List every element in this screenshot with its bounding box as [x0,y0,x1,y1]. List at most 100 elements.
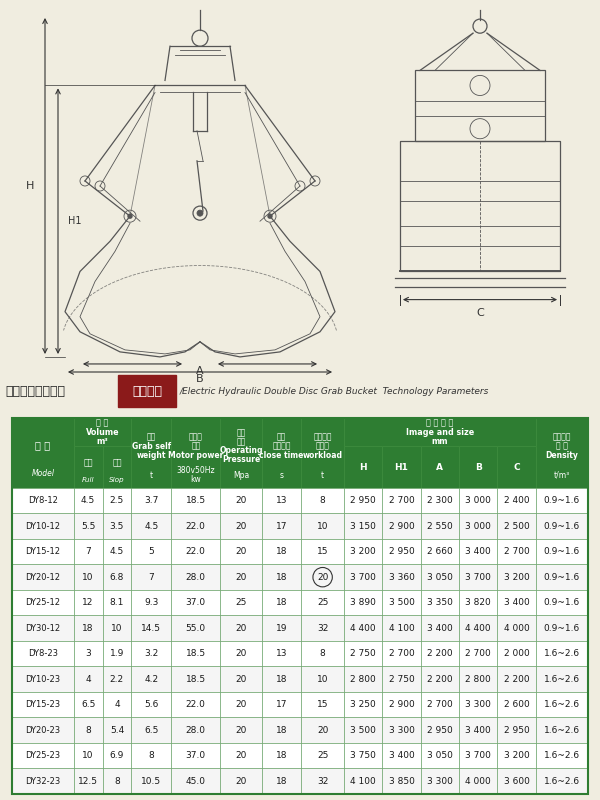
Bar [344,641,382,666]
Text: t: t [321,471,324,480]
Text: 20: 20 [235,547,247,556]
Bar [12,769,74,794]
Bar [74,539,103,565]
Text: 380v50Hz
kw: 380v50Hz kw [176,466,215,484]
Bar [301,488,344,514]
Text: 1.6~2.6: 1.6~2.6 [544,751,580,760]
Bar [262,590,301,615]
Bar [103,514,131,539]
Text: 2 500: 2 500 [504,522,530,530]
Text: 2 300: 2 300 [427,496,453,505]
Bar [12,641,74,666]
Text: 7: 7 [85,547,91,556]
Text: A: A [436,462,443,471]
Text: 3 000: 3 000 [466,496,491,505]
Text: 4 000: 4 000 [504,624,530,633]
Text: 2 700: 2 700 [389,649,415,658]
Text: 18: 18 [276,777,287,786]
Bar [103,718,131,743]
Text: DY25-23: DY25-23 [25,751,61,760]
Bar [74,565,103,590]
Text: 20: 20 [317,726,328,734]
Bar [344,590,382,615]
Text: 25: 25 [317,598,328,607]
Bar [171,692,220,718]
Bar [497,743,536,769]
Bar [262,666,301,692]
Text: 8: 8 [148,751,154,760]
Text: DY15-23: DY15-23 [25,700,61,710]
Text: 6.5: 6.5 [81,700,95,710]
Bar [12,514,74,539]
Bar [103,565,131,590]
Bar [497,666,536,692]
Text: 20: 20 [317,573,328,582]
Text: 2 200: 2 200 [427,649,452,658]
Text: 2 950: 2 950 [504,726,530,734]
Text: 1.6~2.6: 1.6~2.6 [544,649,580,658]
Bar [262,418,301,488]
Bar [220,743,262,769]
Text: 20: 20 [235,726,247,734]
Bar [74,641,103,666]
Text: 20: 20 [235,624,247,633]
Bar [344,488,382,514]
Text: DY10-23: DY10-23 [25,674,61,684]
Text: 4: 4 [114,700,120,710]
Bar [220,488,262,514]
Bar [301,615,344,641]
Bar [220,666,262,692]
Bar [382,615,421,641]
Bar [220,615,262,641]
Text: 0.9~1.6: 0.9~1.6 [544,522,580,530]
Bar [171,615,220,641]
Text: 18: 18 [276,547,287,556]
Text: 37.0: 37.0 [186,751,206,760]
Bar [301,769,344,794]
Text: 工作
油压
Operating
Pressure: 工作 油压 Operating Pressure [219,428,263,464]
Bar [171,514,220,539]
Text: 3 820: 3 820 [466,598,491,607]
Bar [262,743,301,769]
Bar [536,514,588,539]
Bar [421,514,459,539]
Text: 5.6: 5.6 [144,700,158,710]
Bar [12,743,74,769]
Bar [382,514,421,539]
Bar [421,666,459,692]
Bar [301,418,344,488]
Bar [301,666,344,692]
Bar [344,565,382,590]
Text: DY20-12: DY20-12 [25,573,61,582]
Text: A: A [196,366,204,376]
Text: 1.6~2.6: 1.6~2.6 [544,777,580,786]
Text: 20: 20 [235,522,247,530]
Bar [12,666,74,692]
Text: 15: 15 [317,700,328,710]
Text: 3 300: 3 300 [466,700,491,710]
Bar [103,769,131,794]
Text: 5: 5 [148,547,154,556]
Text: 32: 32 [317,624,328,633]
Bar [131,590,171,615]
Bar [12,590,74,615]
Bar [459,666,497,692]
Bar [301,565,344,590]
Bar [131,615,171,641]
Bar [171,743,220,769]
Bar [301,514,344,539]
Text: 17: 17 [276,522,287,530]
Bar [103,615,131,641]
Text: 2 700: 2 700 [427,700,453,710]
Text: 2 550: 2 550 [427,522,453,530]
Text: 3 400: 3 400 [466,726,491,734]
Text: 抓斗
闭合时间
close time: 抓斗 闭合时间 close time [259,433,304,460]
Bar [12,718,74,743]
Text: DY20-23: DY20-23 [25,726,61,734]
Text: B: B [196,374,204,384]
Text: 28.0: 28.0 [186,726,206,734]
Text: 3.7: 3.7 [144,496,158,505]
Text: 18: 18 [276,674,287,684]
Bar [74,446,103,488]
Bar [382,769,421,794]
